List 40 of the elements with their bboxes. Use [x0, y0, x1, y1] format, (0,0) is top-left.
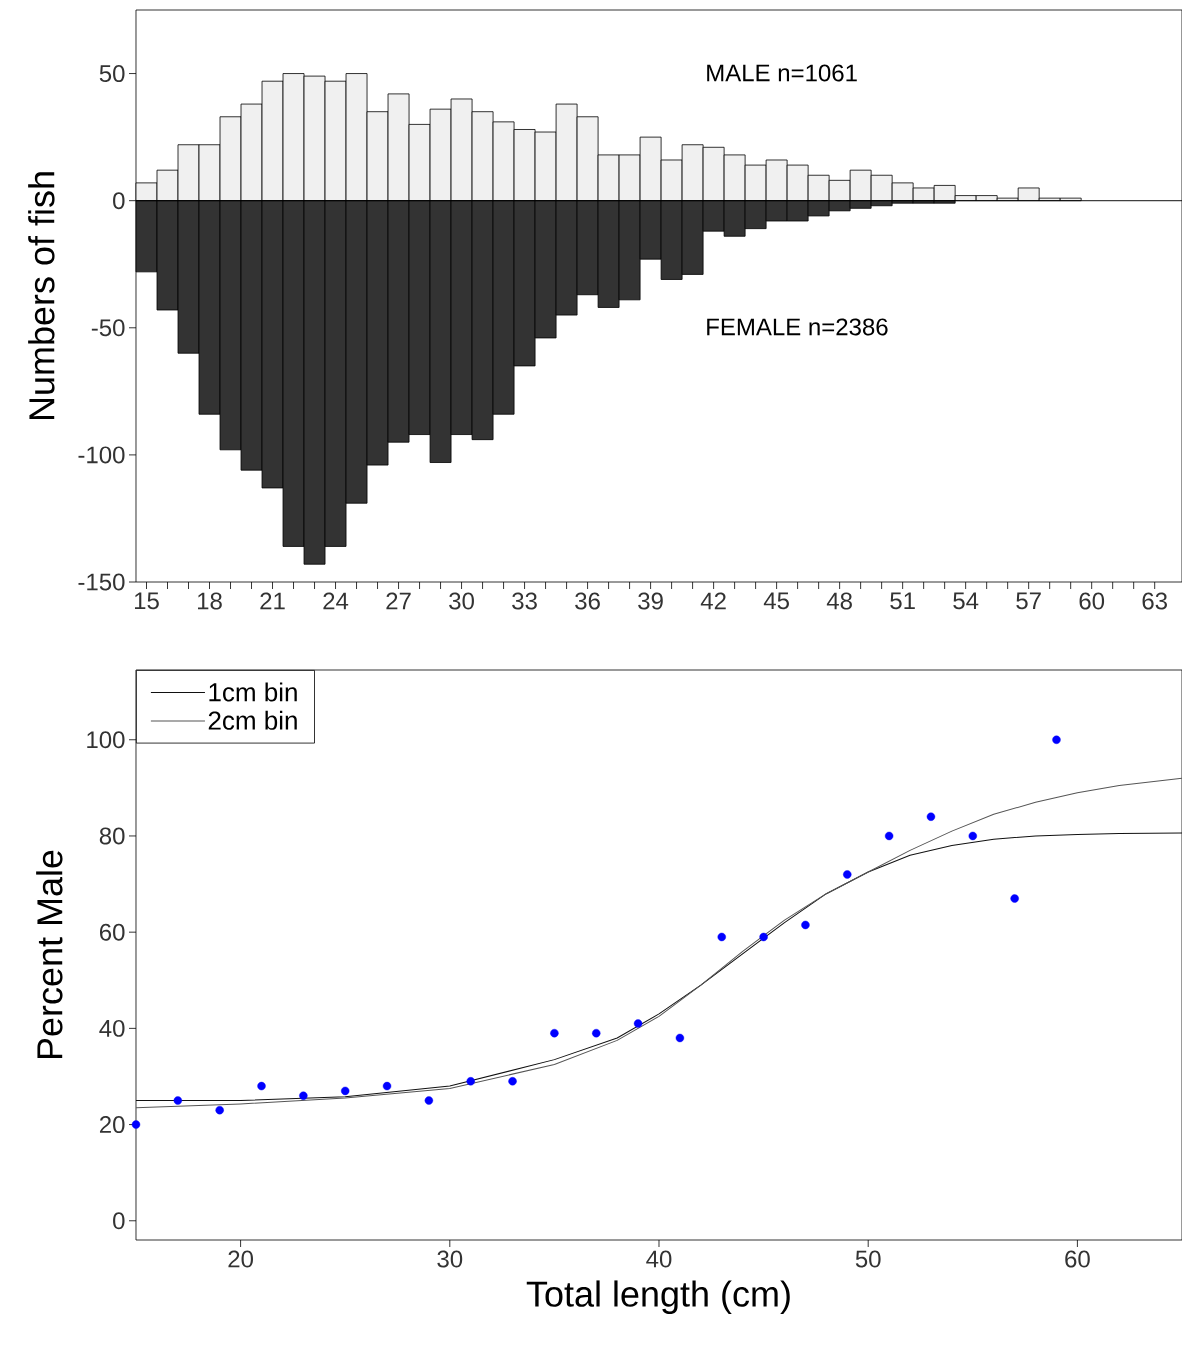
x-axis-title: Total length (cm): [526, 1280, 790, 1314]
x-tick-label: 60: [1065, 1250, 1090, 1268]
x-tick-label: 27: [386, 592, 411, 610]
y-axis-title: Percent Male: [35, 850, 63, 1059]
x-tick-label: 36: [574, 592, 600, 610]
y-tick-label: 20: [99, 1116, 125, 1134]
x-tick-label: 30: [437, 1250, 462, 1268]
x-tick-label: 48: [826, 592, 852, 610]
y-tick-label: 0: [112, 1212, 125, 1230]
x-tick-label: 42: [700, 592, 726, 610]
x-tick-label: 30: [448, 592, 474, 610]
y-tick-label: 50: [99, 65, 125, 83]
legend-label: 2cm bin: [208, 710, 297, 730]
y-tick-label: 40: [99, 1019, 125, 1037]
annotation: MALE n=1061: [706, 64, 857, 82]
y-axis-title: Numbers of fish: [27, 172, 55, 420]
x-tick-label: 57: [1016, 592, 1041, 610]
x-tick-label: 60: [1079, 592, 1104, 610]
y-tick-label: 60: [99, 923, 125, 941]
y-tick-label: -50: [91, 319, 125, 337]
y-tick-label: -150: [78, 573, 125, 591]
x-tick-label: 54: [953, 592, 979, 610]
x-tick-label: 39: [637, 592, 663, 610]
x-tick-label: 45: [763, 592, 789, 610]
x-tick-label: 33: [511, 592, 537, 610]
x-tick-label: 24: [323, 592, 348, 610]
x-tick-label: 51: [890, 592, 915, 610]
x-tick-label: 21: [260, 592, 285, 610]
y-tick-label: 0: [112, 192, 125, 210]
y-tick-label: -100: [78, 446, 125, 464]
x-tick-label: 50: [855, 1250, 881, 1268]
x-tick-label: 63: [1142, 592, 1167, 610]
x-tick-label: 20: [228, 1250, 253, 1268]
x-tick-label: 18: [197, 592, 222, 610]
legend-label: 1cm bin: [209, 682, 297, 702]
annotation: FEMALE n=2386: [706, 318, 888, 336]
x-tick-label: 40: [645, 1250, 672, 1268]
x-tick-label: 15: [134, 592, 159, 610]
y-tick-label: 80: [99, 827, 125, 845]
y-tick-label: 100: [87, 731, 125, 749]
